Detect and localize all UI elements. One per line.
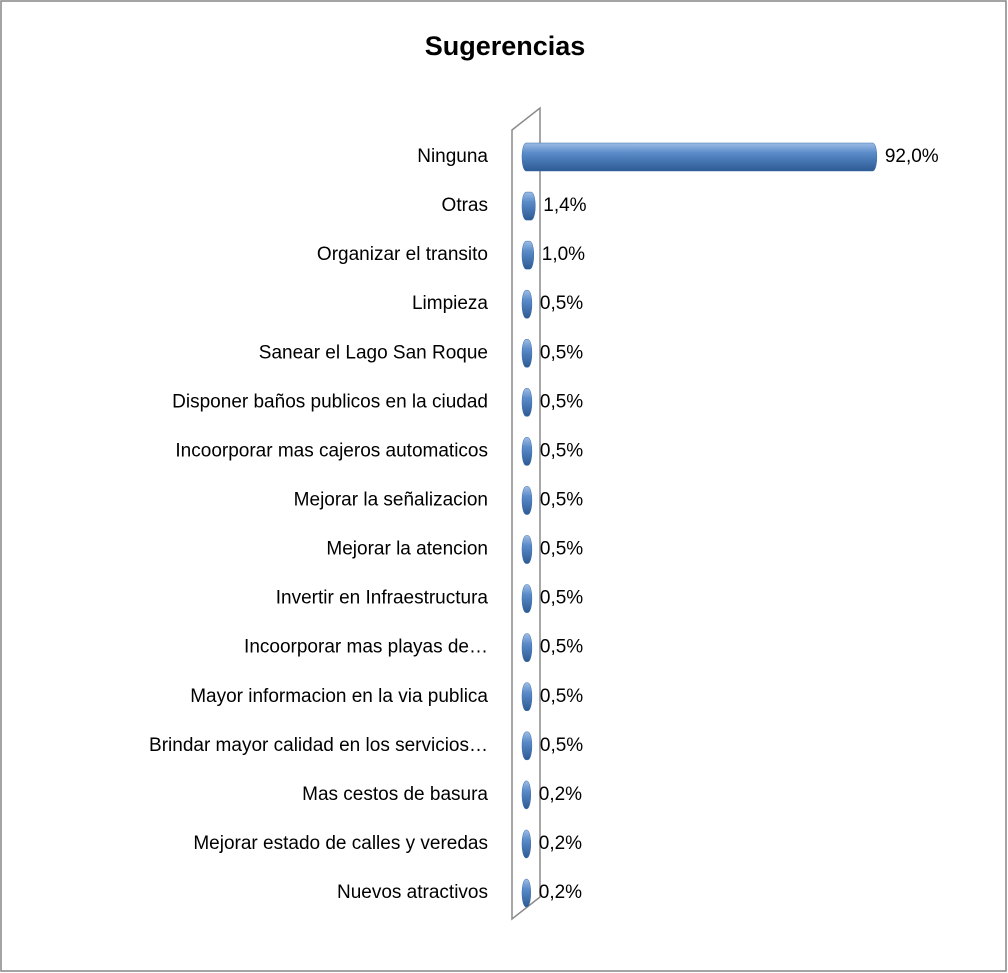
bar bbox=[521, 191, 536, 221]
value-label: 0,2% bbox=[539, 833, 582, 854]
category-label: Incoorporar mas cajeros automaticos bbox=[175, 440, 488, 461]
bar bbox=[521, 682, 533, 712]
category-label: Organizar el transito bbox=[317, 244, 488, 265]
value-label: 0,5% bbox=[540, 686, 583, 707]
value-label: 0,5% bbox=[540, 539, 583, 560]
category-label: Ninguna bbox=[417, 146, 488, 167]
value-label: 0,5% bbox=[540, 391, 583, 412]
category-label: Otras bbox=[442, 195, 488, 216]
category-label: Mejorar la atencion bbox=[326, 539, 488, 560]
value-label: 1,4% bbox=[543, 195, 586, 216]
category-label: Mejorar estado de calles y veredas bbox=[193, 833, 488, 854]
value-label: 0,5% bbox=[540, 440, 583, 461]
bar bbox=[521, 633, 533, 662]
category-label: Limpieza bbox=[412, 293, 488, 314]
value-label: 0,5% bbox=[540, 490, 583, 511]
category-label: Mayor informacion en la via publica bbox=[190, 686, 488, 707]
value-label: 0,5% bbox=[540, 735, 583, 756]
bar bbox=[521, 584, 533, 613]
bar bbox=[521, 486, 533, 515]
bar bbox=[521, 780, 532, 810]
category-label: Disponer baños publicos en la ciudad bbox=[172, 391, 488, 412]
category-label: Brindar mayor calidad en los servicios… bbox=[149, 735, 488, 756]
value-label: 0,5% bbox=[540, 293, 583, 314]
category-label: Mejorar la señalizacion bbox=[294, 490, 488, 511]
bar bbox=[521, 437, 533, 466]
value-label: 0,2% bbox=[539, 784, 582, 805]
bar bbox=[521, 388, 533, 417]
category-label: Invertir en Infraestructura bbox=[276, 588, 489, 609]
bar bbox=[521, 878, 532, 908]
value-label: 0,5% bbox=[540, 637, 583, 658]
value-label: 1,0% bbox=[542, 244, 585, 265]
bar bbox=[521, 339, 533, 368]
category-label: Mas cestos de basura bbox=[302, 784, 488, 805]
bar bbox=[521, 289, 533, 319]
bar bbox=[521, 240, 535, 270]
bar bbox=[521, 731, 533, 761]
category-label: Nuevos atractivos bbox=[337, 882, 488, 903]
value-label: 0,2% bbox=[539, 882, 582, 903]
bar bbox=[521, 535, 533, 564]
value-label: 0,5% bbox=[540, 342, 583, 363]
chart-title: Sugerencias bbox=[425, 31, 586, 61]
bar bbox=[521, 829, 532, 859]
category-label: Incoorporar mas playas de… bbox=[244, 637, 488, 658]
category-label: Sanear el Lago San Roque bbox=[259, 342, 488, 363]
value-label: 92,0% bbox=[885, 146, 939, 167]
bar bbox=[521, 142, 878, 172]
value-label: 0,5% bbox=[540, 588, 583, 609]
